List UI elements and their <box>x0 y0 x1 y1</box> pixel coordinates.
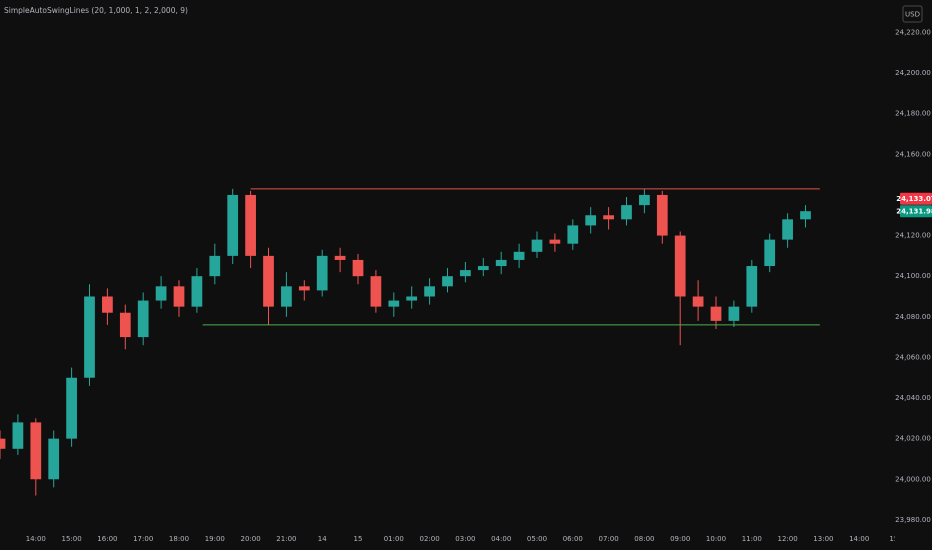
candle-body <box>800 211 811 220</box>
candle-body <box>513 251 525 260</box>
x-tick-label: 15:00 <box>62 535 82 543</box>
y-tick-label: 24,000.00 <box>895 475 931 483</box>
y-tick-label: 24,060.00 <box>895 353 931 361</box>
candle-body <box>549 239 561 244</box>
x-tick-label: 14:00 <box>849 535 869 543</box>
x-tick-label: 01:00 <box>384 535 404 543</box>
x-tick-label: 08:00 <box>634 535 654 543</box>
candle-body <box>334 255 346 260</box>
y-tick-label: 23,980.00 <box>895 516 931 524</box>
candle-body <box>245 194 256 256</box>
y-tick-label: 24,080.00 <box>895 313 931 321</box>
price-label: 24,133.07 <box>896 195 932 203</box>
candle-body <box>12 422 24 449</box>
indicator-label: SimpleAutoSwingLines (20, 1,000, 1, 2, 2… <box>4 6 188 15</box>
y-tick-label: 24,040.00 <box>895 394 931 402</box>
price-label: 24,131.98 <box>896 208 932 216</box>
x-tick-label: 21:00 <box>276 535 296 543</box>
x-tick-label: 12:00 <box>778 535 798 543</box>
candle-body <box>782 219 793 240</box>
candle-body <box>728 306 740 321</box>
candle-body <box>84 296 95 378</box>
x-tick-label: 06:00 <box>563 535 583 543</box>
candle-body <box>746 266 758 307</box>
candle-body <box>209 255 221 277</box>
candle-body <box>281 286 292 307</box>
x-tick-label: 19:00 <box>205 535 225 543</box>
price-label-box <box>900 192 932 205</box>
candle-body <box>155 286 167 301</box>
candle-body <box>710 306 722 321</box>
candle-body <box>656 194 668 236</box>
currency[interactable]: USD <box>905 11 920 19</box>
candle-body <box>30 422 42 480</box>
candle-body <box>585 215 597 226</box>
candle-body <box>692 296 704 307</box>
x-tick-label: 05:00 <box>527 535 547 543</box>
x-tick-label: 03:00 <box>455 535 475 543</box>
x-tick-label: 04:00 <box>491 535 511 543</box>
candle-body <box>674 235 686 297</box>
candle-body <box>48 438 60 480</box>
candle-body <box>137 300 149 338</box>
y-tick-label: 24,200.00 <box>895 69 931 77</box>
x-tick-label: 07:00 <box>599 535 619 543</box>
candle-body <box>298 286 310 291</box>
candle-body <box>173 286 185 307</box>
x-tick-label: 14:00 <box>26 535 46 543</box>
y-tick-label: 24,020.00 <box>895 435 931 443</box>
candle-body <box>621 205 632 220</box>
candle-body <box>227 194 239 256</box>
x-tick-label: 16:00 <box>97 535 117 543</box>
price-label-box <box>900 205 932 218</box>
x-tick-label: 17:00 <box>133 535 153 543</box>
y-tick-label: 24,220.00 <box>895 28 931 36</box>
candle-body <box>191 276 203 307</box>
candle-body <box>531 239 543 252</box>
candle-body <box>316 255 328 291</box>
candle-body <box>263 255 274 307</box>
x-tick-label: 20:00 <box>241 535 261 543</box>
x-tick-label: 14 <box>318 535 327 543</box>
candle-body <box>495 259 507 267</box>
x-tick-label: 13:00 <box>813 535 833 543</box>
x-tick-label: 10:00 <box>706 535 726 543</box>
candle-body <box>460 270 471 277</box>
x-tick-label: 09:00 <box>670 535 690 543</box>
y-tick-label: 24,160.00 <box>895 150 931 158</box>
candle-body <box>567 225 579 244</box>
candle-body <box>370 276 382 307</box>
price-axis <box>895 0 932 550</box>
candle-body <box>477 266 489 271</box>
candle-body <box>0 438 6 449</box>
candle-body <box>603 215 614 220</box>
candle-body <box>424 286 435 297</box>
y-tick-label: 24,100.00 <box>895 272 931 280</box>
x-tick-label: 15 <box>354 535 363 543</box>
candle-body <box>119 312 131 338</box>
candle-body <box>639 194 650 206</box>
candle-body <box>102 296 113 313</box>
currency-box[interactable] <box>902 5 923 23</box>
candle-body <box>764 239 776 267</box>
y-tick-label: 24,180.00 <box>895 110 931 118</box>
y-tick-label: 24,120.00 <box>895 232 931 240</box>
x-tick-label: 18:00 <box>169 535 189 543</box>
x-tick-label: 11:00 <box>742 535 762 543</box>
candle-body <box>388 300 400 307</box>
candle-body <box>406 296 418 301</box>
x-tick-label: 02:00 <box>420 535 440 543</box>
candle-body <box>442 276 453 287</box>
candle-body <box>66 377 77 439</box>
candle-body <box>352 259 364 277</box>
